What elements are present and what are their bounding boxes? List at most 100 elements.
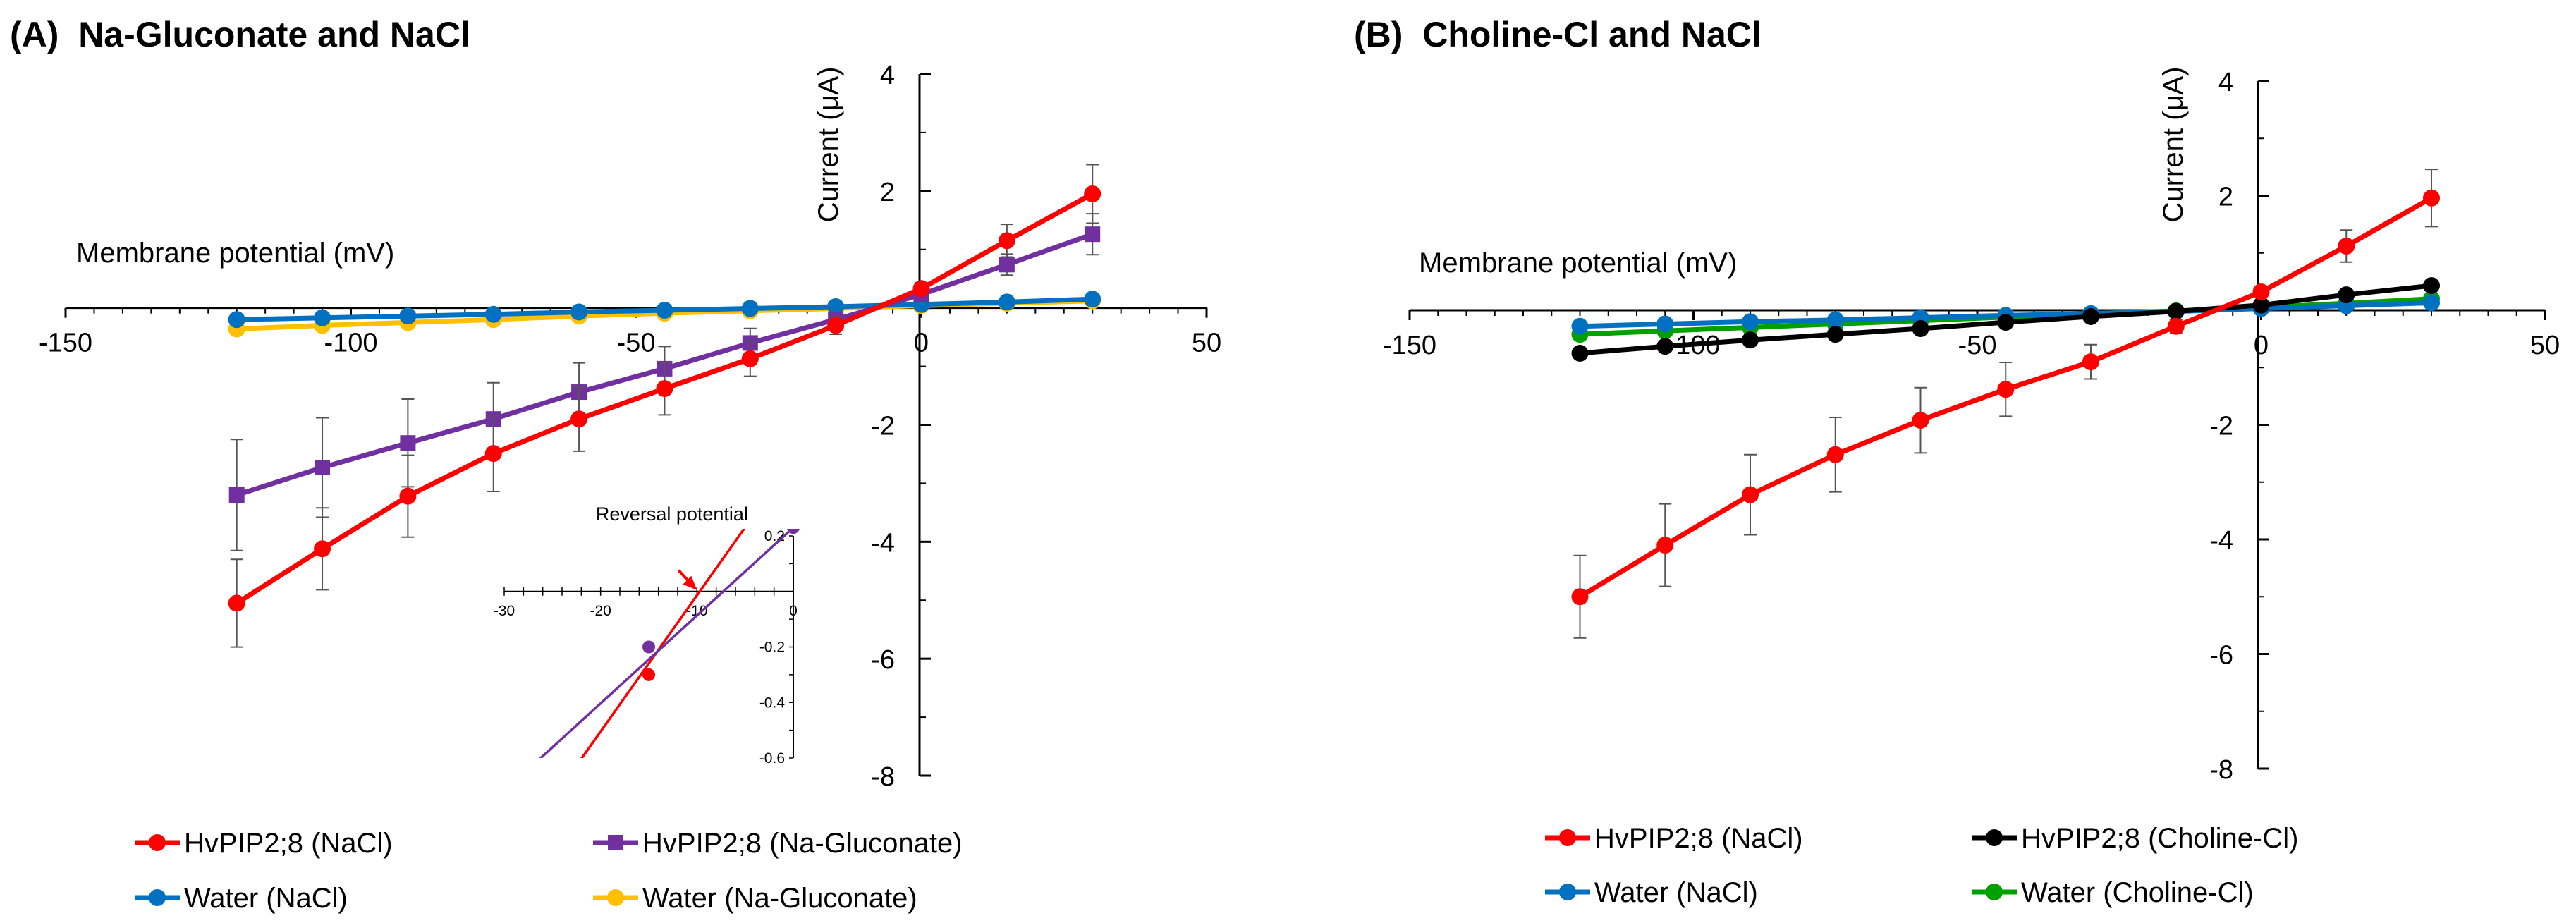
reversal-arrow-head [683, 575, 697, 590]
data-point [2167, 317, 2185, 335]
legend-swatch-marker [149, 889, 166, 906]
panel-a-ylabel: Current (μA) [813, 67, 844, 223]
inset-y-tick-label: -0.6 [759, 750, 785, 766]
legend-label: Water (Na-Gluconate) [642, 883, 917, 914]
inset-data-point [787, 529, 800, 534]
data-point [228, 487, 245, 503]
data-point [1571, 588, 1589, 606]
data-point [228, 594, 245, 612]
data-point [2423, 277, 2440, 295]
legend-item-hvpip2-8-nacl: HvPIP2;8 (NaCl) [1545, 823, 1803, 854]
data-point [1084, 291, 1101, 308]
inset-x-tick-label: 0 [789, 603, 798, 619]
y-tick-label: -6 [871, 645, 895, 675]
data-point [2082, 307, 2099, 325]
legend-label: Water (NaCl) [1594, 877, 1758, 908]
data-point [484, 445, 502, 463]
inset-series-line [539, 529, 794, 758]
inset-title: Reversal potential [596, 503, 748, 525]
legend-item-hvpip2-8-na-gluconate: HvPIP2;8 (Na-Gluconate) [593, 828, 963, 859]
data-point [2252, 283, 2270, 300]
data-point [228, 311, 245, 329]
inset-data-point [642, 668, 655, 681]
series-hvpip2-8-nacl [1571, 169, 2440, 639]
data-point [1742, 331, 1759, 349]
data-point [999, 257, 1015, 273]
data-point [1656, 537, 1674, 554]
x-tick-label: -150 [1383, 331, 1436, 360]
y-tick-label: -8 [871, 762, 895, 792]
x-tick-label: 0 [914, 329, 929, 358]
panel-a-legend: HvPIP2;8 (NaCl) HvPIP2;8 (Na-Gluconate) Wa… [135, 828, 963, 914]
reversal-potential-inset: -30 -20 -10 0 -0.6 -0.4 -0.2 0.2 Reversal potent… [494, 503, 800, 766]
data-point [1826, 326, 1844, 343]
data-point [399, 487, 417, 505]
legend-label: HvPIP2;8 (Na-Gluconate) [642, 828, 963, 859]
inset-x-tick-label: -30 [494, 603, 515, 619]
legend-item-water-nacl: Water (NaCl) [135, 883, 348, 914]
panel-b-legend: HvPIP2;8 (NaCl) HvPIP2;8 (Choline-Cl) Wate… [1545, 823, 2298, 908]
data-point [484, 305, 502, 323]
inset-x-tick-label: -20 [590, 603, 611, 619]
inset-y-tick-label: -0.4 [759, 695, 786, 711]
series-hvpip2-8-choline-cl [1571, 277, 2440, 362]
legend-swatch-marker [1986, 884, 2003, 900]
legend-item-water-na-gluconate: Water (Na-Gluconate) [593, 883, 917, 914]
inset-x-tick-label: -10 [686, 603, 707, 619]
data-point [827, 298, 845, 316]
legend-label: Water (NaCl) [184, 883, 348, 914]
data-point [1826, 311, 1844, 329]
data-point [656, 301, 673, 319]
data-point [1826, 446, 1844, 463]
data-point [2252, 296, 2270, 314]
data-point [741, 300, 759, 317]
data-point [1571, 344, 1589, 362]
y-tick-label: -6 [2209, 641, 2233, 671]
legend-swatch-marker [607, 889, 624, 906]
data-point [2338, 238, 2355, 255]
data-point [741, 350, 759, 367]
x-tick-label: -50 [1958, 331, 1997, 360]
data-point [1571, 317, 1589, 335]
data-point [2082, 353, 2099, 371]
panel-b-xlabel: Membrane potential (mV) [1419, 247, 1737, 279]
y-tick-label: -4 [871, 528, 895, 558]
legend-label: HvPIP2;8 (Choline-Cl) [2021, 823, 2298, 854]
data-point [1997, 314, 2015, 331]
data-point [827, 317, 845, 334]
y-tick-label: -8 [2209, 755, 2233, 785]
inset-y-tick-label: -0.2 [759, 640, 785, 656]
legend-item-hvpip2-8-choline-cl: HvPIP2;8 (Choline-Cl) [1972, 823, 2298, 854]
data-point [399, 307, 417, 325]
x-tick-label: -50 [617, 329, 656, 358]
legend-item-hvpip2-8-nacl: HvPIP2;8 (NaCl) [135, 828, 393, 859]
x-tick-label: -100 [324, 329, 377, 358]
legend-swatch-marker [1986, 829, 2003, 846]
y-tick-label: 2 [880, 178, 895, 207]
data-point [1656, 338, 1674, 355]
data-point [1084, 185, 1101, 202]
inset-y-tick-label: 0.2 [764, 528, 785, 544]
data-point [2423, 294, 2440, 312]
panel-a-title: (A) Na-Gluconate and NaCl [10, 15, 470, 54]
data-point [998, 293, 1015, 311]
data-point [2423, 189, 2440, 207]
data-point [400, 435, 416, 451]
data-point [1912, 412, 1929, 429]
data-point [314, 309, 331, 326]
legend-swatch-marker [1559, 884, 1576, 900]
x-tick-label: -150 [39, 329, 92, 358]
y-tick-label: 4 [2218, 68, 2233, 97]
data-point [570, 410, 588, 428]
legend-item-water-choline-cl: Water (Choline-Cl) [1972, 877, 2254, 908]
data-point [315, 460, 331, 476]
panel-b: (B) Choline-Cl and NaCl Membrane potenti… [1354, 15, 2560, 908]
inset-series-hvpip2-8-na-gluconate [539, 529, 800, 758]
inset-data-point [642, 640, 655, 654]
panel-a: (A) Na-Gluconate and NaCl Membrane poten… [10, 15, 1221, 914]
data-point [656, 380, 673, 398]
panel-b-title: (B) Choline-Cl and NaCl [1354, 15, 1762, 54]
panel-b-ylabel: Current (μA) [2158, 67, 2189, 223]
legend-swatch-marker [608, 835, 623, 850]
